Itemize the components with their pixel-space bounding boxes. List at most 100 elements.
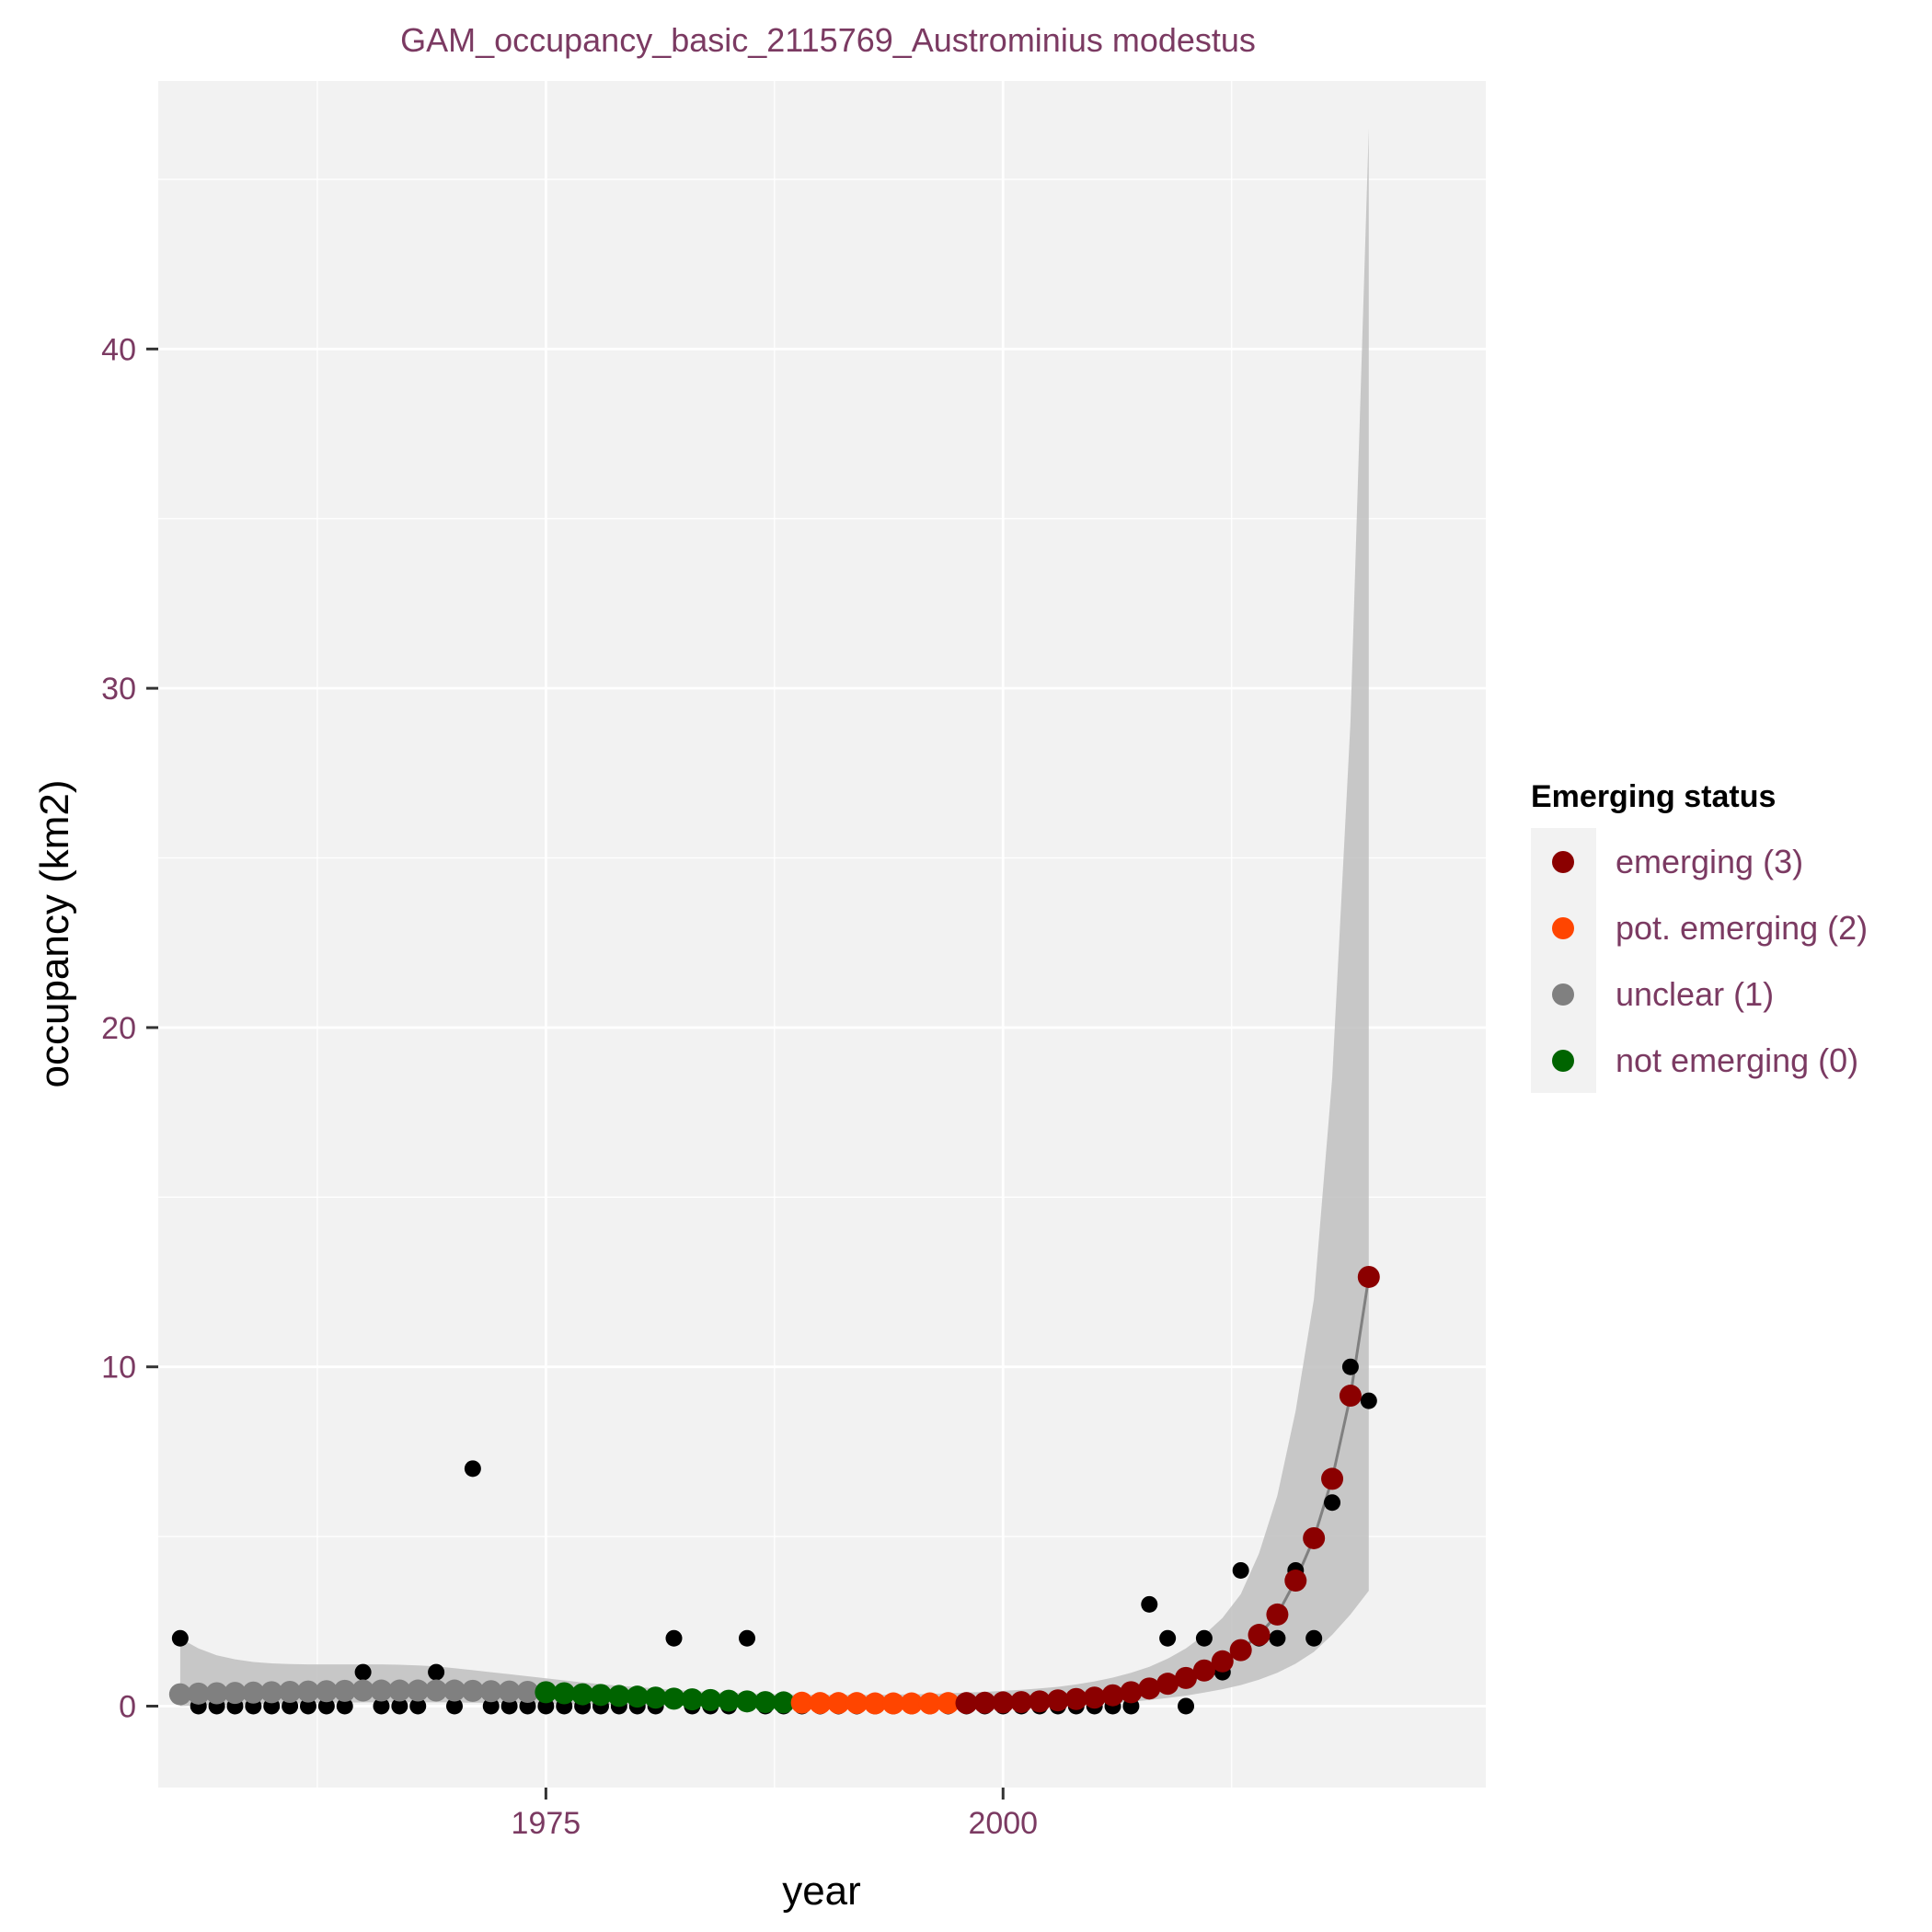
observed-point xyxy=(171,1629,189,1647)
status-point xyxy=(1211,1650,1234,1673)
status-point xyxy=(827,1692,850,1715)
status-point xyxy=(553,1682,576,1705)
legend-label: emerging (3) xyxy=(1616,843,1803,880)
status-point xyxy=(937,1692,960,1715)
status-point xyxy=(407,1679,430,1702)
status-point xyxy=(882,1692,905,1715)
status-point xyxy=(644,1686,667,1709)
status-point xyxy=(955,1692,978,1715)
status-point xyxy=(1339,1385,1362,1408)
status-point xyxy=(187,1682,210,1705)
status-point xyxy=(681,1688,704,1711)
status-point xyxy=(918,1692,941,1715)
status-point xyxy=(498,1680,521,1703)
observed-point xyxy=(409,1697,427,1715)
observed-point xyxy=(391,1697,408,1715)
legend-title: Emerging status xyxy=(1531,779,1776,814)
status-point xyxy=(809,1692,832,1715)
status-point xyxy=(1266,1603,1289,1626)
status-point xyxy=(900,1692,923,1715)
legend-entries: emerging (3) pot. emerging (2) unclear (1)… xyxy=(1552,843,1868,1079)
observed-point xyxy=(464,1460,481,1478)
observed-point xyxy=(445,1697,463,1715)
status-point xyxy=(790,1691,813,1714)
status-point xyxy=(388,1679,411,1702)
observed-point xyxy=(1178,1697,1195,1715)
status-point xyxy=(535,1681,558,1704)
status-point xyxy=(1284,1570,1307,1593)
status-point xyxy=(1120,1681,1143,1704)
status-point xyxy=(772,1691,795,1714)
status-point xyxy=(260,1681,283,1704)
status-point xyxy=(1029,1690,1052,1713)
status-point xyxy=(1321,1467,1344,1490)
y-tick-label: 20 xyxy=(101,1011,136,1046)
status-point xyxy=(205,1682,228,1705)
status-point xyxy=(1138,1677,1161,1700)
legend: Emerging status emerging (3) pot. emergin… xyxy=(1531,779,1868,1093)
status-point xyxy=(1101,1684,1124,1707)
status-point xyxy=(425,1679,448,1702)
status-point xyxy=(315,1680,338,1703)
legend-swatch xyxy=(1552,851,1574,873)
legend-swatch xyxy=(1552,1050,1574,1072)
observed-point xyxy=(1195,1629,1213,1647)
status-point xyxy=(516,1681,539,1704)
status-point xyxy=(607,1685,630,1708)
observed-point xyxy=(665,1629,683,1647)
status-point xyxy=(571,1683,594,1706)
legend-swatch xyxy=(1552,983,1574,1006)
status-point xyxy=(1046,1689,1069,1712)
observed-point xyxy=(739,1629,756,1647)
status-point xyxy=(718,1689,741,1712)
x-axis: 1975 2000 xyxy=(512,1788,1038,1841)
observed-point xyxy=(1232,1561,1249,1579)
status-point xyxy=(1357,1265,1380,1288)
y-tick-label: 10 xyxy=(101,1351,136,1386)
status-point xyxy=(1156,1673,1179,1696)
observed-point xyxy=(336,1697,353,1715)
chart-title: GAM_occupancy_basic_2115769_Austrominius… xyxy=(400,21,1256,59)
plot-panel xyxy=(158,81,1486,1788)
observed-point xyxy=(1360,1392,1377,1409)
observed-point xyxy=(1341,1358,1359,1375)
status-point xyxy=(1229,1639,1252,1662)
observed-point xyxy=(373,1697,390,1715)
y-tick-label: 0 xyxy=(119,1689,136,1724)
observed-point xyxy=(1141,1595,1158,1613)
observed-point xyxy=(1159,1629,1177,1647)
observed-point xyxy=(428,1663,445,1681)
observed-point xyxy=(500,1697,518,1715)
status-point xyxy=(1010,1691,1033,1714)
observed-point xyxy=(1305,1629,1323,1647)
observed-point xyxy=(299,1697,316,1715)
legend-swatch xyxy=(1552,917,1574,939)
status-point xyxy=(626,1685,649,1708)
x-tick-label: 2000 xyxy=(968,1806,1038,1841)
y-axis: 0 10 20 30 40 xyxy=(101,332,158,1724)
status-point xyxy=(736,1690,759,1713)
status-point xyxy=(279,1681,302,1704)
observed-point xyxy=(1324,1494,1341,1512)
observed-point xyxy=(354,1663,372,1681)
status-point xyxy=(1064,1687,1087,1710)
status-point xyxy=(333,1679,356,1702)
observed-point xyxy=(317,1697,335,1715)
status-point xyxy=(699,1688,722,1711)
status-point xyxy=(973,1691,996,1714)
status-points xyxy=(168,1265,1380,1715)
x-tick-label: 1975 xyxy=(512,1806,581,1841)
y-axis-title: occupancy (km2) xyxy=(32,779,77,1087)
status-point xyxy=(351,1679,374,1702)
status-point xyxy=(992,1691,1015,1714)
legend-label: unclear (1) xyxy=(1616,975,1774,1013)
status-point xyxy=(864,1692,887,1715)
status-point xyxy=(479,1680,502,1703)
status-point xyxy=(168,1683,191,1706)
status-point xyxy=(1175,1666,1198,1689)
status-point xyxy=(296,1680,319,1703)
status-point xyxy=(443,1679,466,1702)
status-point xyxy=(1248,1624,1271,1647)
observed-point xyxy=(1269,1629,1286,1647)
